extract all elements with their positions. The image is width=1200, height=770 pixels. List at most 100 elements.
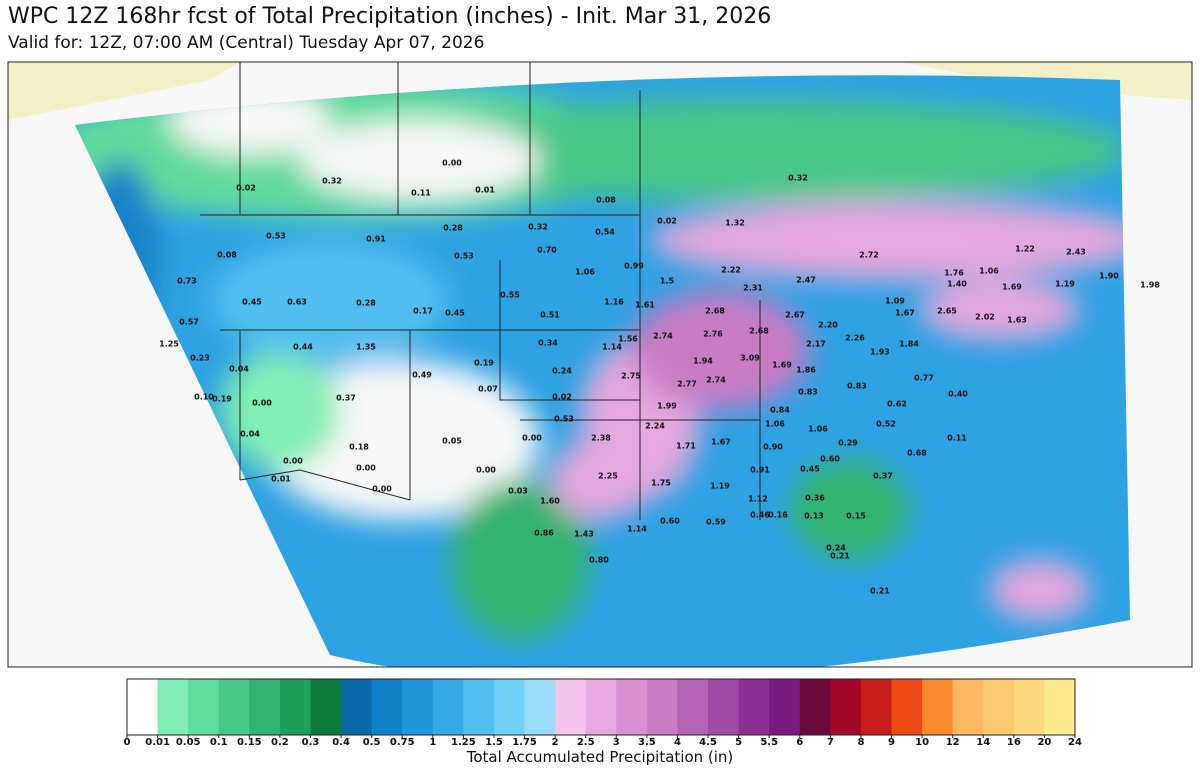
precip-label: 1.19	[1055, 280, 1075, 289]
precip-label: 0.13	[804, 512, 824, 521]
colorbar-tick-label: 0.5	[363, 737, 381, 748]
colorbar-tick-label: 7	[827, 737, 834, 748]
colorbar-swatch	[799, 679, 831, 735]
colorbar-tick-label: 3	[613, 737, 620, 748]
precip-label: 1.32	[725, 219, 745, 228]
precip-label: 2.24	[645, 422, 665, 431]
colorbar-swatch	[769, 679, 801, 735]
precip-label: 1.06	[979, 267, 999, 276]
colorbar-tick-label: 14	[976, 737, 990, 748]
precip-label: 0.01	[271, 475, 291, 484]
colorbar-swatch	[860, 679, 893, 735]
precip-label: 0.08	[596, 196, 616, 205]
precip-label: 0.28	[443, 224, 463, 233]
precip-label: 0.17	[413, 307, 433, 316]
colorbar-swatch	[1013, 679, 1045, 735]
precip-label: 0.91	[750, 466, 770, 475]
precip-label: 2.25	[598, 472, 618, 481]
precip-label: 1.86	[796, 366, 816, 375]
precip-label: 0.32	[788, 174, 808, 183]
precip-label: 0.45	[800, 465, 820, 474]
colorbar-swatch	[463, 679, 495, 735]
precip-label: 2.20	[818, 321, 838, 330]
colorbar-tick-label: 3.5	[638, 737, 656, 748]
precip-label: 0.00	[476, 466, 496, 475]
precip-label: 0.07	[478, 385, 498, 394]
colorbar-swatch	[402, 679, 434, 735]
colorbar-swatch	[371, 679, 403, 735]
precip-label: 2.67	[785, 311, 805, 320]
precip-label: 0.37	[336, 394, 356, 403]
colorbar-swatch	[616, 679, 648, 735]
colorbar-tick-label: 0.05	[176, 737, 201, 748]
precip-label: 1.22	[1015, 245, 1035, 254]
colorbar-tick-label: 1	[429, 737, 436, 748]
colorbar-tick-label: 24	[1068, 737, 1082, 748]
map-area	[8, 62, 1192, 667]
colorbar-swatch	[891, 679, 923, 735]
precip-label: 0.11	[947, 434, 967, 443]
precip-label: 1.06	[575, 268, 595, 277]
precip-label: 3.09	[740, 354, 760, 363]
colorbar-tick-label: 6	[796, 737, 803, 748]
colorbar-tick-label: 20	[1037, 737, 1051, 748]
precip-label: 1.43	[574, 530, 594, 539]
colorbar-tick-label: 0.4	[332, 737, 350, 748]
precip-label: 1.63	[1007, 316, 1027, 325]
precip-label: 1.71	[676, 442, 696, 451]
precip-label: 0.04	[229, 365, 249, 374]
precip-label: 2.68	[705, 307, 725, 316]
colorbar-swatch	[493, 679, 526, 735]
precip-label: 2.77	[677, 380, 697, 389]
precip-label: 0.53	[454, 252, 474, 261]
colorbar-label: Total Accumulated Precipitation (in)	[466, 748, 734, 766]
precip-label: 0.21	[870, 587, 890, 596]
precip-label: 0.59	[706, 518, 726, 527]
colorbar-tick-label: 9	[888, 737, 895, 748]
precip-label: 0.83	[798, 388, 818, 397]
precip-label: 2.75	[621, 372, 641, 381]
precip-label: 1.93	[870, 348, 890, 357]
precip-label: 2.47	[796, 276, 816, 285]
colorbar-swatch	[218, 679, 250, 735]
precip-label: 2.65	[937, 307, 957, 316]
colorbar-tick-label: 10	[915, 737, 929, 748]
colorbar-tick-label: 0.15	[237, 737, 262, 748]
precip-label: 0.00	[442, 159, 462, 168]
precip-label: 0.46	[750, 511, 770, 520]
colorbar-tick-label: 0.75	[390, 737, 415, 748]
precip-label: 0.40	[948, 390, 968, 399]
colorbar-tick-label: 2.5	[577, 737, 595, 748]
precip-label: 1.25	[159, 340, 179, 349]
precip-label: 0.45	[445, 309, 465, 318]
precip-label: 1.12	[748, 495, 768, 504]
precip-label: 0.02	[552, 393, 572, 402]
precip-label: 1.99	[657, 402, 677, 411]
colorbar-tick-label: 5.5	[760, 737, 778, 748]
colorbar-swatch	[279, 679, 311, 735]
precip-label: 2.26	[845, 334, 865, 343]
precip-label: 0.34	[538, 339, 558, 348]
colorbar-swatch	[1044, 679, 1076, 735]
precip-label: 2.43	[1066, 248, 1086, 257]
map-labels: 0.00 0.02 0.32 0.11 0.01 0.08 0.32 0.02 1.32 0.32…	[159, 159, 1160, 596]
precip-label: 1.94	[693, 357, 713, 366]
precip-label: 0.53	[554, 415, 574, 424]
colorbar-tick-label: 0.01	[145, 737, 170, 748]
precip-label: 2.31	[743, 284, 763, 293]
precip-label: 0.19	[212, 395, 232, 404]
precip-label: 1.76	[944, 269, 964, 278]
precip-label: 0.36	[805, 494, 825, 503]
precip-label: 0.91	[366, 235, 386, 244]
precip-label: 2.74	[706, 376, 726, 385]
colorbar-tick-label: 12	[946, 737, 960, 748]
precip-label: 0.24	[826, 544, 846, 553]
precip-label: 0.99	[624, 262, 644, 271]
colorbar-tick-label: 0.3	[302, 737, 320, 748]
precip-label: 1.60	[540, 497, 560, 506]
precip-label: 0.55	[500, 291, 520, 300]
precip-label: 0.11	[411, 189, 431, 198]
colorbar-tick-label: 0.1	[210, 737, 228, 748]
